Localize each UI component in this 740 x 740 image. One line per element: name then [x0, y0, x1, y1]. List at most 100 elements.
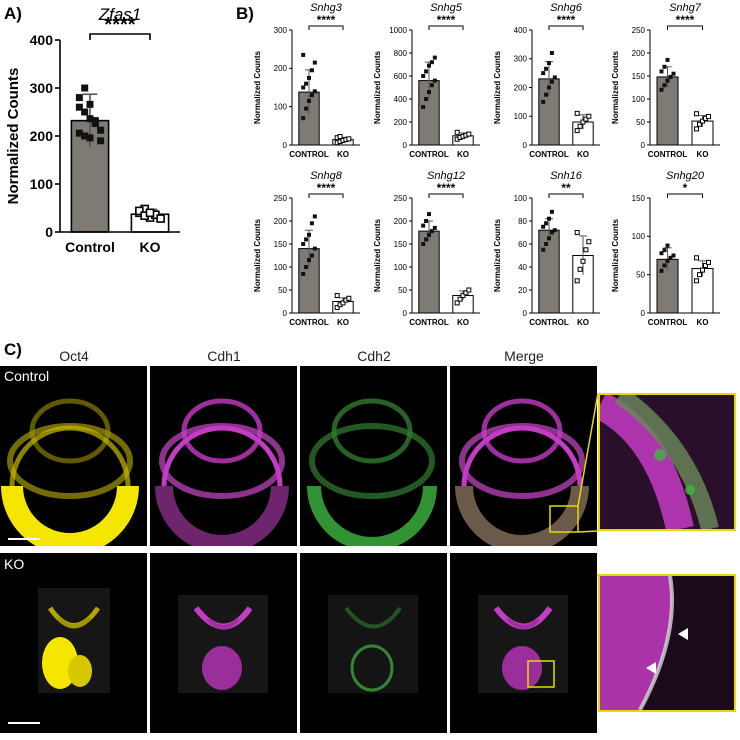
data-point [665, 258, 670, 263]
y-axis-label: Normalized Counts [493, 51, 502, 124]
y-axis-label: Normalized Counts [253, 51, 262, 124]
data-point [457, 296, 463, 302]
data-point [429, 83, 434, 88]
micrograph-control-cdh2 [300, 366, 447, 546]
data-point [307, 98, 311, 103]
data-point [700, 267, 705, 273]
data-point [549, 230, 554, 235]
data-point [580, 119, 586, 125]
data-point [541, 224, 546, 229]
data-point [432, 78, 437, 83]
data-point [81, 108, 89, 116]
data-point [75, 129, 83, 137]
significance-label: **** [317, 13, 336, 27]
data-point [547, 236, 551, 241]
y-tick-label: 800 [394, 49, 408, 58]
x-tick-label: CONTROL [409, 150, 449, 159]
significance-bracket [308, 25, 344, 30]
y-tick-label: 80 [518, 217, 527, 226]
data-point [346, 295, 352, 301]
data-point [662, 83, 667, 88]
data-point [75, 103, 83, 111]
data-point [694, 278, 699, 284]
data-point [662, 64, 667, 69]
data-point [307, 232, 311, 237]
chart-title: Snhg20 [666, 170, 705, 182]
y-tick-label: 400 [394, 95, 408, 104]
significance-bracket [308, 193, 344, 198]
data-point [577, 266, 583, 272]
y-tick-label: 50 [636, 270, 645, 279]
data-point [301, 52, 306, 57]
data-point [75, 94, 83, 102]
data-point [665, 78, 670, 83]
data-point [541, 247, 546, 252]
channel-label-cdh2: Cdh2 [357, 348, 391, 364]
data-point [145, 208, 155, 218]
significance-bracket [428, 193, 464, 198]
data-point [583, 116, 589, 122]
y-tick-label: 100 [274, 263, 288, 272]
x-tick-label: Control [65, 239, 115, 255]
data-point [541, 99, 546, 104]
arrowhead-icon [678, 628, 688, 640]
chart-title: Snhg3 [310, 2, 343, 14]
y-axis-label: Normalized Counts [373, 51, 382, 124]
data-point [580, 258, 586, 264]
data-point [427, 63, 431, 68]
inset-control-merge [598, 393, 736, 531]
chart-title: Snhg7 [669, 2, 702, 14]
data-point [552, 75, 557, 80]
significance-bracket [89, 33, 151, 40]
data-point [427, 90, 431, 95]
chart-title: Snhg5 [430, 2, 463, 14]
micrograph-ko-oct4 [0, 553, 147, 733]
x-tick-label: CONTROL [289, 318, 329, 327]
data-point [541, 71, 546, 76]
y-tick-label: 200 [394, 217, 408, 226]
micrograph-ko-merge [450, 553, 597, 733]
data-point [304, 237, 309, 242]
data-point [659, 251, 664, 256]
data-point [334, 293, 340, 299]
y-tick-label: 150 [394, 240, 408, 249]
data-point [307, 75, 311, 80]
data-point [97, 137, 105, 145]
data-point [86, 100, 94, 108]
y-tick-label: 50 [636, 118, 645, 127]
data-point [574, 278, 580, 284]
data-point [424, 219, 429, 223]
inset-ko-merge [598, 574, 736, 712]
chart-snhg8: Snhg8 0 50 100 150 200 250 Normalized Counts CON… [253, 170, 360, 327]
chart-title: Snhg12 [427, 170, 465, 182]
data-point [432, 55, 437, 60]
y-tick-label: 250 [632, 26, 646, 35]
y-tick-label: 0 [523, 141, 528, 150]
significance-label: **** [437, 13, 456, 27]
data-point [312, 89, 317, 94]
data-point [544, 92, 549, 97]
chart-title: Snhg6 [550, 2, 583, 14]
data-point [549, 209, 554, 214]
y-tick-label: 400 [30, 32, 54, 48]
data-point [309, 68, 314, 73]
data-point [427, 212, 431, 217]
chart-title: Snhg8 [310, 170, 343, 182]
channel-label-cdh1: Cdh1 [207, 348, 241, 364]
significance-label: ** [561, 181, 571, 195]
y-tick-label: 150 [274, 240, 288, 249]
micrograph-ko-cdh2 [300, 553, 447, 733]
y-tick-label: 600 [394, 72, 408, 81]
data-point [427, 232, 431, 237]
y-tick-label: 0 [641, 141, 646, 150]
data-point [577, 123, 583, 129]
micrograph-control-oct4 [0, 366, 147, 546]
data-point [574, 128, 580, 134]
y-tick-label: 50 [398, 286, 407, 295]
data-point [309, 253, 314, 258]
y-axis-label: Normalized Counts [373, 219, 382, 292]
data-point [454, 300, 460, 306]
x-tick-label: CONTROL [529, 150, 569, 159]
chart-title: Snh16 [550, 170, 583, 182]
micrograph-control-cdh1 [150, 366, 297, 546]
